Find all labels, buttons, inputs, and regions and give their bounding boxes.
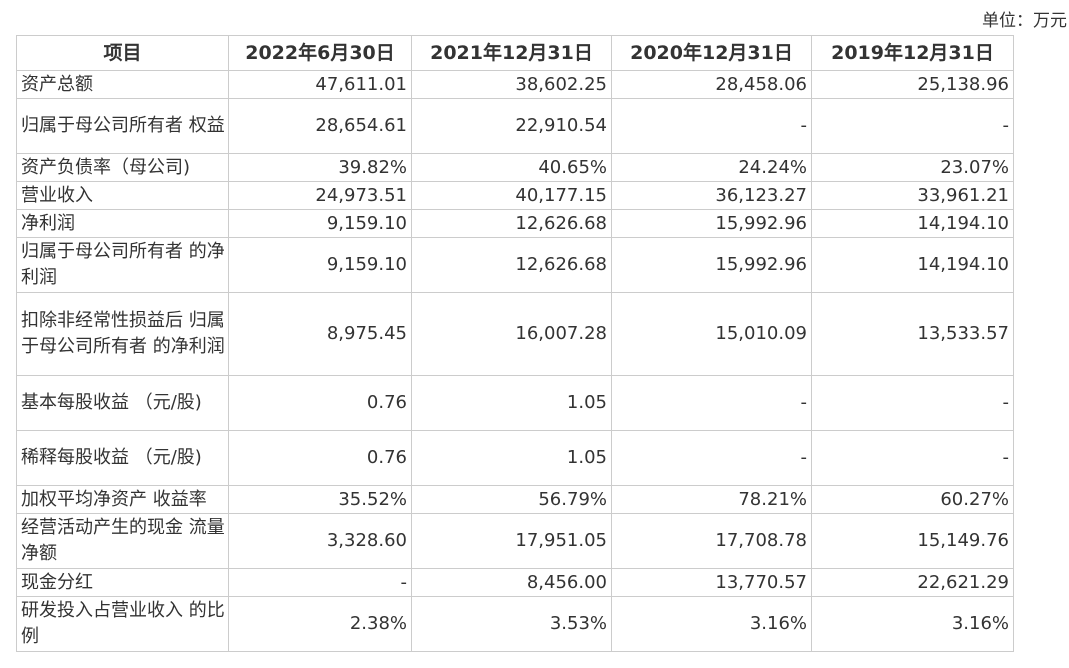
table-row-net-profit: 净利润 9,159.10 12,626.68 15,992.96 14,194.…: [16, 209, 1014, 238]
row-label: 加权平均净资产 收益率: [16, 485, 229, 514]
cell-value: 1.05: [411, 430, 612, 486]
table-row-adjusted-net-profit: 扣除非经常性损益后 归属于母公司所有者 的净利润 8,975.45 16,007…: [16, 292, 1014, 376]
row-label: 扣除非经常性损益后 归属于母公司所有者 的净利润: [16, 292, 229, 376]
row-label: 现金分红: [16, 568, 229, 597]
table-row-basic-eps: 基本每股收益 （元/股) 0.76 1.05 - -: [16, 375, 1014, 431]
cell-value: 40,177.15: [411, 181, 612, 210]
cell-value: 13,533.57: [811, 292, 1014, 376]
cell-value: 17,951.05: [411, 513, 612, 569]
header-2020-12-31: 2020年12月31日: [611, 35, 812, 71]
cell-value: 60.27%: [811, 485, 1014, 514]
cell-value: 13,770.57: [611, 568, 812, 597]
cell-value: 39.82%: [228, 153, 412, 182]
row-label: 经营活动产生的现金 流量净额: [16, 513, 229, 569]
table-row-roe: 加权平均净资产 收益率 35.52% 56.79% 78.21% 60.27%: [16, 485, 1014, 514]
cell-value: 47,611.01: [228, 70, 412, 99]
cell-value: 15,149.76: [811, 513, 1014, 569]
table-row-rd-ratio: 研发投入占营业收入 的比例 2.38% 3.53% 3.16% 3.16%: [16, 596, 1014, 652]
cell-value: 12,626.68: [411, 237, 612, 293]
cell-value: 17,708.78: [611, 513, 812, 569]
row-label: 净利润: [16, 209, 229, 238]
cell-value: 25,138.96: [811, 70, 1014, 99]
cell-value: 3.16%: [611, 596, 812, 652]
cell-value: 28,654.61: [228, 98, 412, 154]
table-row-operating-cash-flow: 经营活动产生的现金 流量净额 3,328.60 17,951.05 17,708…: [16, 513, 1014, 569]
cell-value: 40.65%: [411, 153, 612, 182]
cell-value: 14,194.10: [811, 237, 1014, 293]
cell-value: 9,159.10: [228, 237, 412, 293]
table-row-revenue: 营业收入 24,973.51 40,177.15 36,123.27 33,96…: [16, 181, 1014, 210]
cell-value: 23.07%: [811, 153, 1014, 182]
header-item: 项目: [16, 35, 229, 71]
cell-value: 12,626.68: [411, 209, 612, 238]
cell-value: 22,621.29: [811, 568, 1014, 597]
table-row-cash-dividend: 现金分红 - 8,456.00 13,770.57 22,621.29: [16, 568, 1014, 597]
cell-value: 0.76: [228, 375, 412, 431]
financial-summary-table: 项目 2022年6月30日 2021年12月31日 2020年12月31日 20…: [16, 35, 1014, 652]
row-label: 营业收入: [16, 181, 229, 210]
cell-value: -: [811, 375, 1014, 431]
cell-value: 56.79%: [411, 485, 612, 514]
cell-value: -: [611, 375, 812, 431]
cell-value: 1.05: [411, 375, 612, 431]
cell-value: 15,010.09: [611, 292, 812, 376]
table-row-diluted-eps: 稀释每股收益 （元/股) 0.76 1.05 - -: [16, 430, 1014, 486]
cell-value: 38,602.25: [411, 70, 612, 99]
row-label: 稀释每股收益 （元/股): [16, 430, 229, 486]
header-2019-12-31: 2019年12月31日: [811, 35, 1014, 71]
table-header-row: 项目 2022年6月30日 2021年12月31日 2020年12月31日 20…: [16, 35, 1014, 71]
cell-value: 0.76: [228, 430, 412, 486]
table-row-debt-ratio: 资产负债率（母公司) 39.82% 40.65% 24.24% 23.07%: [16, 153, 1014, 182]
cell-value: 33,961.21: [811, 181, 1014, 210]
cell-value: 24,973.51: [228, 181, 412, 210]
cell-value: 3,328.60: [228, 513, 412, 569]
row-label: 研发投入占营业收入 的比例: [16, 596, 229, 652]
cell-value: 15,992.96: [611, 209, 812, 238]
row-label: 归属于母公司所有者 权益: [16, 98, 229, 154]
header-2022-06-30: 2022年6月30日: [228, 35, 412, 71]
table-row-total-assets: 资产总额 47,611.01 38,602.25 28,458.06 25,13…: [16, 70, 1014, 99]
header-2021-12-31: 2021年12月31日: [411, 35, 612, 71]
cell-value: 2.38%: [228, 596, 412, 652]
cell-value: 16,007.28: [411, 292, 612, 376]
cell-value: 35.52%: [228, 485, 412, 514]
cell-value: 28,458.06: [611, 70, 812, 99]
cell-value: -: [611, 98, 812, 154]
cell-value: 3.16%: [811, 596, 1014, 652]
unit-label: 单位：万元: [982, 11, 1067, 31]
cell-value: 8,975.45: [228, 292, 412, 376]
cell-value: 15,992.96: [611, 237, 812, 293]
table-row-parent-equity: 归属于母公司所有者 权益 28,654.61 22,910.54 - -: [16, 98, 1014, 154]
row-label: 资产总额: [16, 70, 229, 99]
cell-value: 8,456.00: [411, 568, 612, 597]
row-label: 资产负债率（母公司): [16, 153, 229, 182]
cell-value: 14,194.10: [811, 209, 1014, 238]
cell-value: 36,123.27: [611, 181, 812, 210]
cell-value: 24.24%: [611, 153, 812, 182]
cell-value: 78.21%: [611, 485, 812, 514]
cell-value: -: [811, 98, 1014, 154]
cell-value: -: [811, 430, 1014, 486]
cell-value: 22,910.54: [411, 98, 612, 154]
cell-value: -: [228, 568, 412, 597]
cell-value: -: [611, 430, 812, 486]
cell-value: 9,159.10: [228, 209, 412, 238]
row-label: 归属于母公司所有者 的净利润: [16, 237, 229, 293]
row-label: 基本每股收益 （元/股): [16, 375, 229, 431]
cell-value: 3.53%: [411, 596, 612, 652]
table-row-parent-net-profit: 归属于母公司所有者 的净利润 9,159.10 12,626.68 15,992…: [16, 237, 1014, 293]
